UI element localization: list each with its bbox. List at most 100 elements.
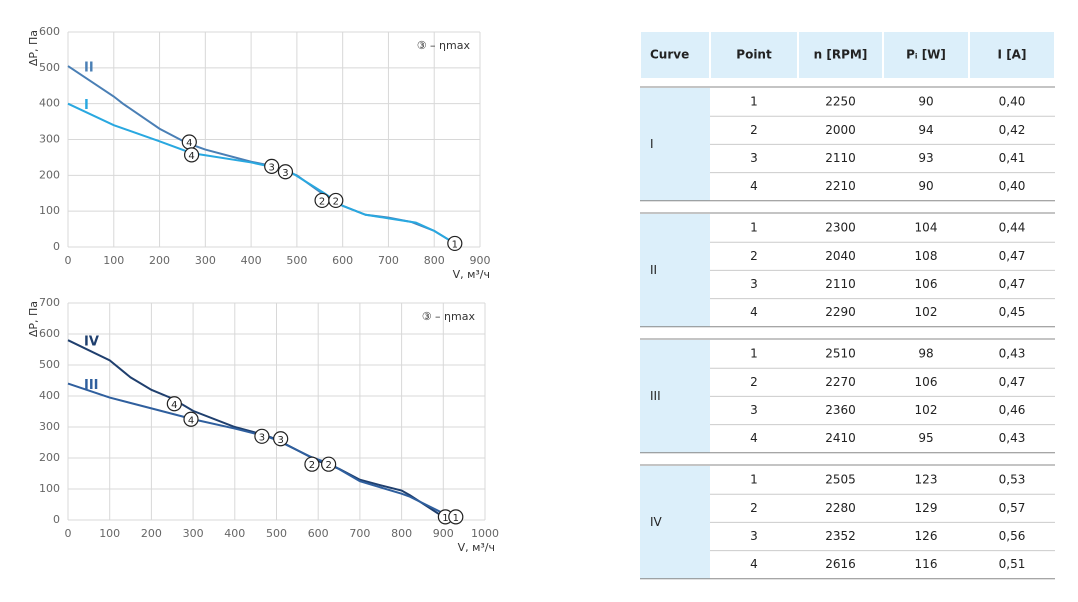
point-marker xyxy=(328,192,344,209)
curve-cell xyxy=(640,214,710,327)
y-tick-label: 700 xyxy=(39,296,60,309)
point-label: 2 xyxy=(319,196,325,207)
cell-text: 2 xyxy=(750,249,758,263)
x-tick-label: 1000 xyxy=(471,527,499,540)
point-label: 4 xyxy=(171,400,177,411)
cell-text: 0,41 xyxy=(999,151,1026,165)
cell-text: 2210 xyxy=(825,179,856,193)
series-line xyxy=(67,382,455,520)
cell-text: 0,40 xyxy=(999,95,1026,109)
cell-text: 2 xyxy=(750,375,758,389)
y-tick-label: 100 xyxy=(39,204,60,217)
y-tick-label: 0 xyxy=(53,513,60,526)
y-tick-label: 200 xyxy=(39,168,60,181)
cell-text: 0,43 xyxy=(999,431,1026,445)
point-label: 3 xyxy=(277,435,283,446)
y-tick-label: 600 xyxy=(39,25,60,38)
curve-label: II xyxy=(650,263,657,277)
cell-text: 102 xyxy=(915,403,938,417)
x-tick-label: 800 xyxy=(391,527,412,540)
x-tick-label: 700 xyxy=(378,254,399,267)
x-tick-label: 400 xyxy=(241,254,262,267)
point-marker xyxy=(273,431,289,447)
cell-text: 106 xyxy=(915,277,938,291)
header-label: I [A] xyxy=(998,48,1027,62)
x-tick-label: 600 xyxy=(308,527,329,540)
series-line xyxy=(67,65,456,245)
y-axis-label: ΔP, Па xyxy=(27,30,40,66)
cell-text: 3 xyxy=(750,403,758,417)
cell-text: 93 xyxy=(918,151,933,165)
curve-label: IV xyxy=(650,515,663,529)
cell-text: 1 xyxy=(750,221,758,235)
cell-text: 0,57 xyxy=(999,501,1026,515)
cell-text: 2 xyxy=(750,123,758,137)
header-cell xyxy=(641,32,709,78)
point-marker xyxy=(448,509,464,525)
point-marker xyxy=(166,396,182,412)
series-label: III xyxy=(84,378,99,393)
y-tick-label: 0 xyxy=(53,240,60,253)
point-marker xyxy=(447,235,463,252)
cell-text: 104 xyxy=(915,221,938,235)
cell-text: 3 xyxy=(750,529,758,543)
cell-text: 2300 xyxy=(825,221,856,235)
cell-text: 123 xyxy=(915,473,938,487)
x-tick-label: 200 xyxy=(149,254,170,267)
cell-text: 2250 xyxy=(825,95,856,109)
cell-text: 116 xyxy=(915,557,938,571)
cell-text: 0,47 xyxy=(999,277,1026,291)
cell-text: 4 xyxy=(750,557,758,571)
point-marker xyxy=(304,456,320,472)
x-tick-label: 800 xyxy=(424,254,445,267)
series-line xyxy=(67,102,456,245)
cell-text: 0,51 xyxy=(999,557,1026,571)
curve-cell xyxy=(640,340,710,453)
cell-text: 0,40 xyxy=(999,179,1026,193)
cell-text: 106 xyxy=(915,375,938,389)
cell-text: 2352 xyxy=(825,529,856,543)
curve-cell xyxy=(640,466,710,579)
x-axis-label: V, м³/ч xyxy=(453,268,490,281)
x-tick-label: 900 xyxy=(470,254,491,267)
x-tick-label: 900 xyxy=(433,527,454,540)
cell-text: 2110 xyxy=(825,277,856,291)
header-label: Curve xyxy=(650,48,689,62)
header-label: Pᵢ [W] xyxy=(906,48,946,62)
cell-text: 4 xyxy=(750,179,758,193)
point-label: 1 xyxy=(452,239,458,250)
point-marker xyxy=(183,411,199,427)
y-tick-label: 100 xyxy=(39,482,60,495)
series-label: II xyxy=(84,61,94,76)
header-cell xyxy=(711,32,797,78)
cell-text: 1 xyxy=(750,95,758,109)
x-tick-label: 200 xyxy=(141,527,162,540)
cell-text: 2410 xyxy=(825,431,856,445)
x-tick-label: 100 xyxy=(99,527,120,540)
y-tick-label: 300 xyxy=(39,420,60,433)
cell-text: 0,56 xyxy=(999,529,1026,543)
point-label: 2 xyxy=(333,196,339,207)
header-label: n [RPM] xyxy=(814,48,868,62)
point-label: 4 xyxy=(188,415,194,426)
point-label: 3 xyxy=(269,162,275,173)
cell-text: 3 xyxy=(750,277,758,291)
point-label: 4 xyxy=(188,151,194,162)
cell-text: 1 xyxy=(750,347,758,361)
header-cell xyxy=(799,32,882,78)
cell-text: 0,43 xyxy=(999,347,1026,361)
cell-text: 0,45 xyxy=(999,305,1026,319)
curve-label: III xyxy=(650,389,661,403)
x-tick-label: 500 xyxy=(266,527,287,540)
cell-text: 102 xyxy=(915,305,938,319)
cell-text: 2505 xyxy=(825,473,856,487)
annotation: ③ – ηmax xyxy=(417,39,471,52)
cell-text: 98 xyxy=(918,347,933,361)
x-tick-label: 300 xyxy=(183,527,204,540)
y-tick-label: 500 xyxy=(39,358,60,371)
point-marker xyxy=(277,164,294,180)
header-cell xyxy=(970,32,1054,78)
y-tick-label: 400 xyxy=(39,97,60,110)
cell-text: 94 xyxy=(918,123,933,137)
